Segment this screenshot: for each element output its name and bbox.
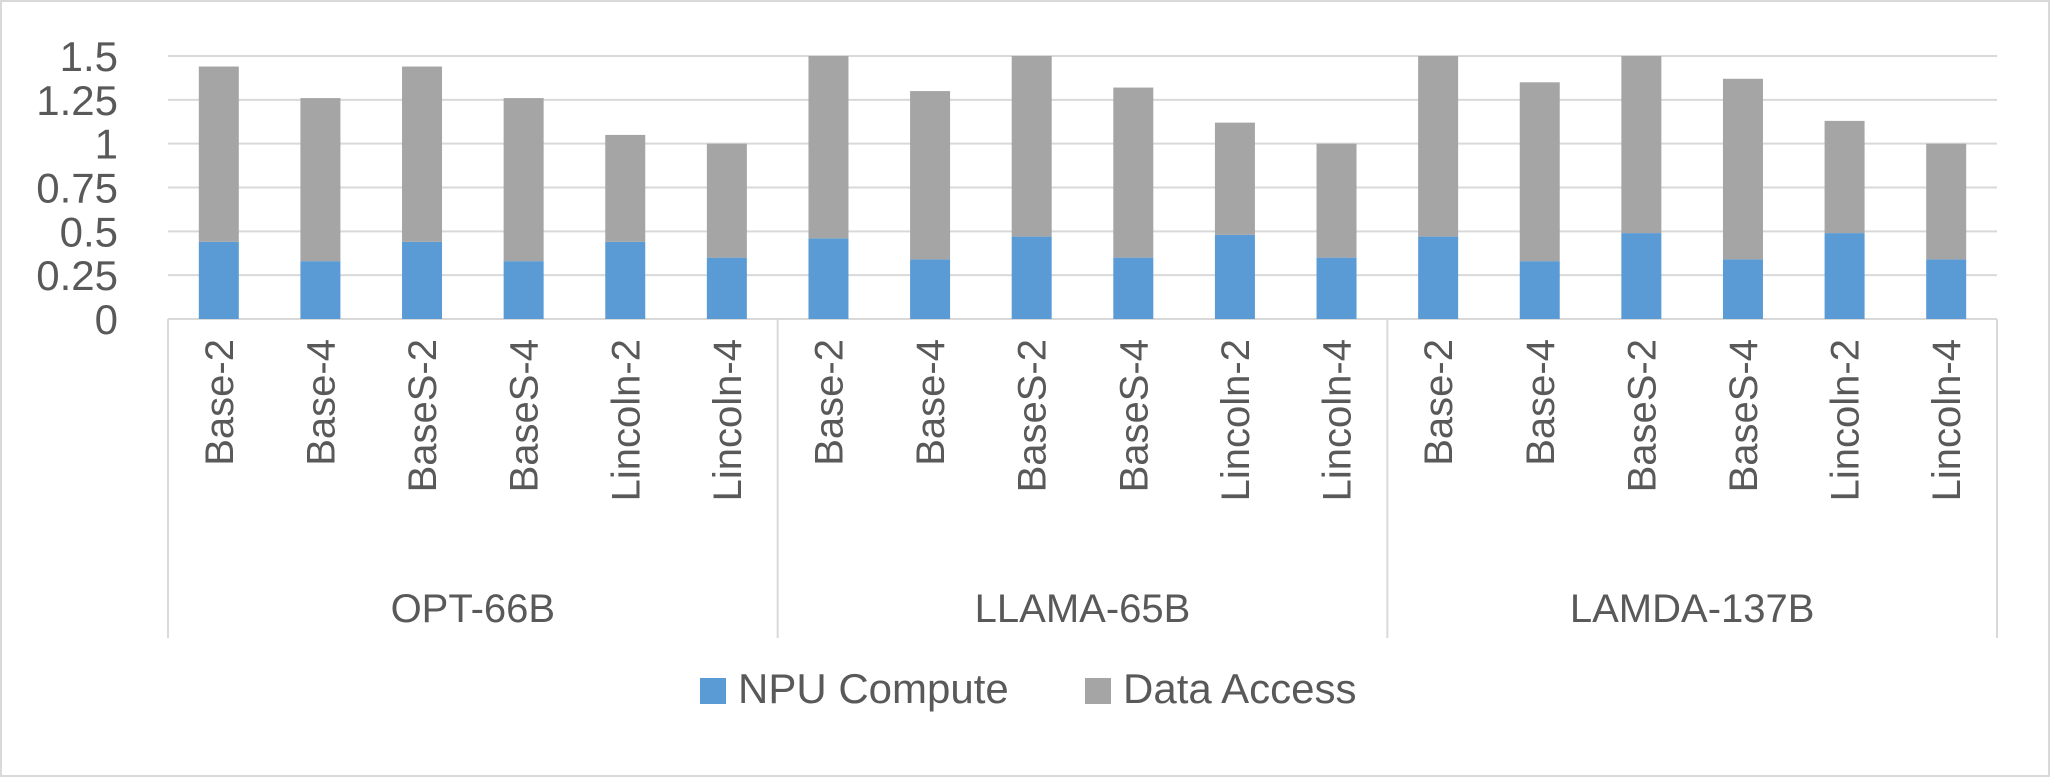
group-label-0: OPT-66B	[391, 587, 556, 631]
legend-label-0: NPU Compute	[738, 665, 1009, 712]
x-tick-label: Lincoln-4	[1316, 339, 1360, 501]
bar-data-access	[1418, 56, 1459, 237]
y-tick-label: 0.5	[60, 208, 118, 255]
bar-data-access	[706, 143, 747, 258]
bar-data-access	[1011, 56, 1052, 237]
group-label-1: LLAMA-65B	[975, 587, 1191, 631]
x-tick-label: Lincoln-4	[706, 339, 750, 501]
bar-data-access	[1316, 143, 1357, 258]
x-tick-label: Base-4	[299, 339, 343, 466]
bar-npu-compute	[1011, 236, 1052, 319]
bar-npu-compute	[503, 261, 544, 319]
y-tick-label: 0.75	[36, 165, 118, 212]
x-tick-label: Base-2	[807, 339, 851, 466]
bar-npu-compute	[300, 261, 341, 319]
legend-label-1: Data Access	[1123, 665, 1356, 712]
bar-data-access	[605, 134, 646, 242]
bar-npu-compute	[605, 241, 646, 319]
legend-swatch-0	[700, 678, 726, 704]
x-tick-label: Lincoln-2	[604, 339, 648, 501]
bar-npu-compute	[1418, 236, 1459, 319]
bar-npu-compute	[1621, 233, 1662, 319]
bar-npu-compute	[402, 241, 443, 319]
y-tick-label: 1.5	[60, 33, 118, 80]
y-tick-label: 0	[95, 296, 118, 343]
bar-data-access	[1621, 56, 1662, 234]
bar-data-access	[503, 98, 544, 262]
x-tick-label: BaseS-2	[401, 339, 445, 492]
bar-data-access	[1824, 120, 1865, 234]
bar-npu-compute	[1316, 257, 1357, 319]
x-tick-label: Base-2	[1417, 339, 1461, 466]
bar-npu-compute	[198, 241, 239, 319]
x-tick-label: BaseS-2	[1620, 339, 1664, 492]
bar-npu-compute	[1113, 257, 1154, 319]
x-tick-label: Lincoln-2	[1214, 339, 1258, 501]
bar-npu-compute	[1722, 259, 1763, 319]
bar-data-access	[1113, 87, 1154, 258]
y-tick-label: 0.25	[36, 252, 118, 299]
x-tick-label: BaseS-4	[1722, 339, 1766, 492]
bar-data-access	[300, 98, 341, 262]
x-tick-label: BaseS-4	[1112, 339, 1156, 492]
bar-data-access	[808, 56, 849, 239]
x-tick-label: BaseS-2	[1011, 339, 1055, 492]
bar-data-access	[910, 91, 951, 260]
bar-data-access	[1519, 82, 1560, 262]
bar-data-access	[402, 66, 443, 242]
bar-data-access	[198, 66, 239, 242]
y-tick-label: 1.25	[36, 77, 118, 124]
bar-data-access	[1214, 122, 1255, 235]
x-tick-label: Base-2	[198, 339, 242, 466]
x-tick-label: BaseS-4	[503, 339, 547, 492]
x-tick-label: Base-4	[1519, 339, 1563, 466]
bar-data-access	[1722, 78, 1763, 260]
x-tick-label: Base-4	[909, 339, 953, 466]
x-tick-label: Lincoln-4	[1925, 339, 1969, 501]
bar-npu-compute	[1214, 234, 1255, 319]
group-label-2: LAMDA-137B	[1570, 587, 1815, 631]
bar-npu-compute	[910, 259, 951, 319]
bar-npu-compute	[706, 257, 747, 319]
bar-data-access	[1926, 143, 1967, 260]
x-tick-label: Lincoln-2	[1824, 339, 1868, 501]
bar-npu-compute	[1926, 259, 1967, 319]
bar-npu-compute	[808, 238, 849, 319]
y-tick-label: 1	[95, 121, 118, 168]
legend-swatch-1	[1085, 678, 1111, 704]
bar-npu-compute	[1519, 261, 1560, 319]
bar-npu-compute	[1824, 233, 1865, 319]
